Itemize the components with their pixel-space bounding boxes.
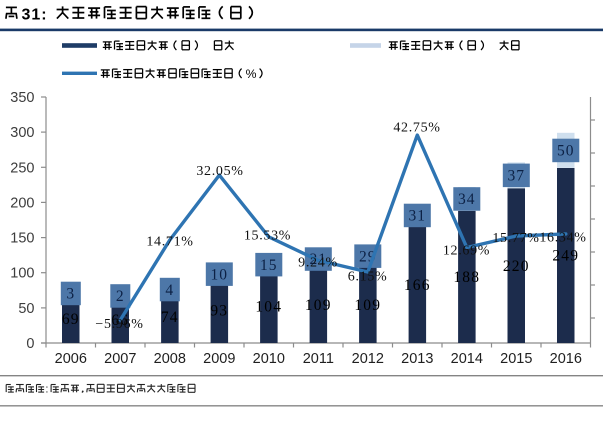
- svg-text:166: 166: [404, 277, 431, 294]
- svg-text:2: 2: [116, 288, 125, 305]
- svg-text:300: 300: [10, 125, 34, 141]
- svg-text:50: 50: [18, 301, 34, 317]
- svg-text:249: 249: [552, 248, 579, 265]
- svg-text:15: 15: [260, 257, 278, 274]
- svg-text:6.15%: 6.15%: [348, 270, 388, 285]
- svg-text:14.71%: 14.71%: [146, 235, 193, 250]
- svg-text:%: %: [246, 67, 257, 81]
- svg-text:37: 37: [508, 168, 526, 185]
- svg-text:100: 100: [10, 266, 34, 282]
- svg-text:2011: 2011: [303, 351, 334, 367]
- svg-text:150: 150: [10, 231, 34, 247]
- svg-text:10: 10: [211, 266, 229, 283]
- svg-text:69: 69: [62, 311, 80, 328]
- svg-text:32.05%: 32.05%: [196, 164, 243, 179]
- svg-text:42.75%: 42.75%: [393, 121, 440, 136]
- svg-text:2007: 2007: [104, 351, 136, 367]
- svg-text:2012: 2012: [352, 351, 384, 367]
- svg-text:188: 188: [453, 269, 480, 286]
- svg-text:15.53%: 15.53%: [244, 229, 291, 244]
- svg-text::: :: [45, 383, 48, 395]
- svg-text:93: 93: [210, 303, 228, 320]
- svg-text:2016: 2016: [550, 351, 582, 367]
- svg-text:250: 250: [10, 160, 34, 176]
- svg-text:3: 3: [66, 286, 75, 303]
- svg-text:15.77%: 15.77%: [492, 231, 539, 246]
- svg-text:2013: 2013: [401, 351, 433, 367]
- svg-text:109: 109: [305, 297, 332, 314]
- svg-text:12.69%: 12.69%: [443, 244, 490, 259]
- svg-text:31:: 31:: [22, 7, 48, 24]
- svg-text:2014: 2014: [451, 351, 483, 367]
- svg-text:220: 220: [503, 258, 530, 275]
- svg-text:109: 109: [354, 297, 381, 314]
- svg-text:2015: 2015: [500, 351, 532, 367]
- svg-text:16.34%: 16.34%: [539, 230, 586, 245]
- svg-text:2008: 2008: [154, 351, 186, 367]
- svg-text:104: 104: [255, 299, 282, 316]
- svg-text:9.24%: 9.24%: [298, 256, 338, 271]
- svg-text:74: 74: [161, 309, 179, 326]
- svg-text:2010: 2010: [253, 351, 285, 367]
- svg-text:−5.96%: −5.96%: [95, 317, 143, 332]
- svg-text:0: 0: [26, 336, 34, 352]
- svg-text:4: 4: [165, 282, 174, 299]
- svg-text:350: 350: [10, 90, 34, 106]
- svg-text:50: 50: [557, 143, 575, 160]
- svg-text:2006: 2006: [55, 351, 87, 367]
- svg-text:31: 31: [409, 208, 427, 225]
- svg-text:200: 200: [10, 195, 34, 211]
- svg-text:34: 34: [458, 191, 476, 208]
- svg-text:2009: 2009: [203, 351, 235, 367]
